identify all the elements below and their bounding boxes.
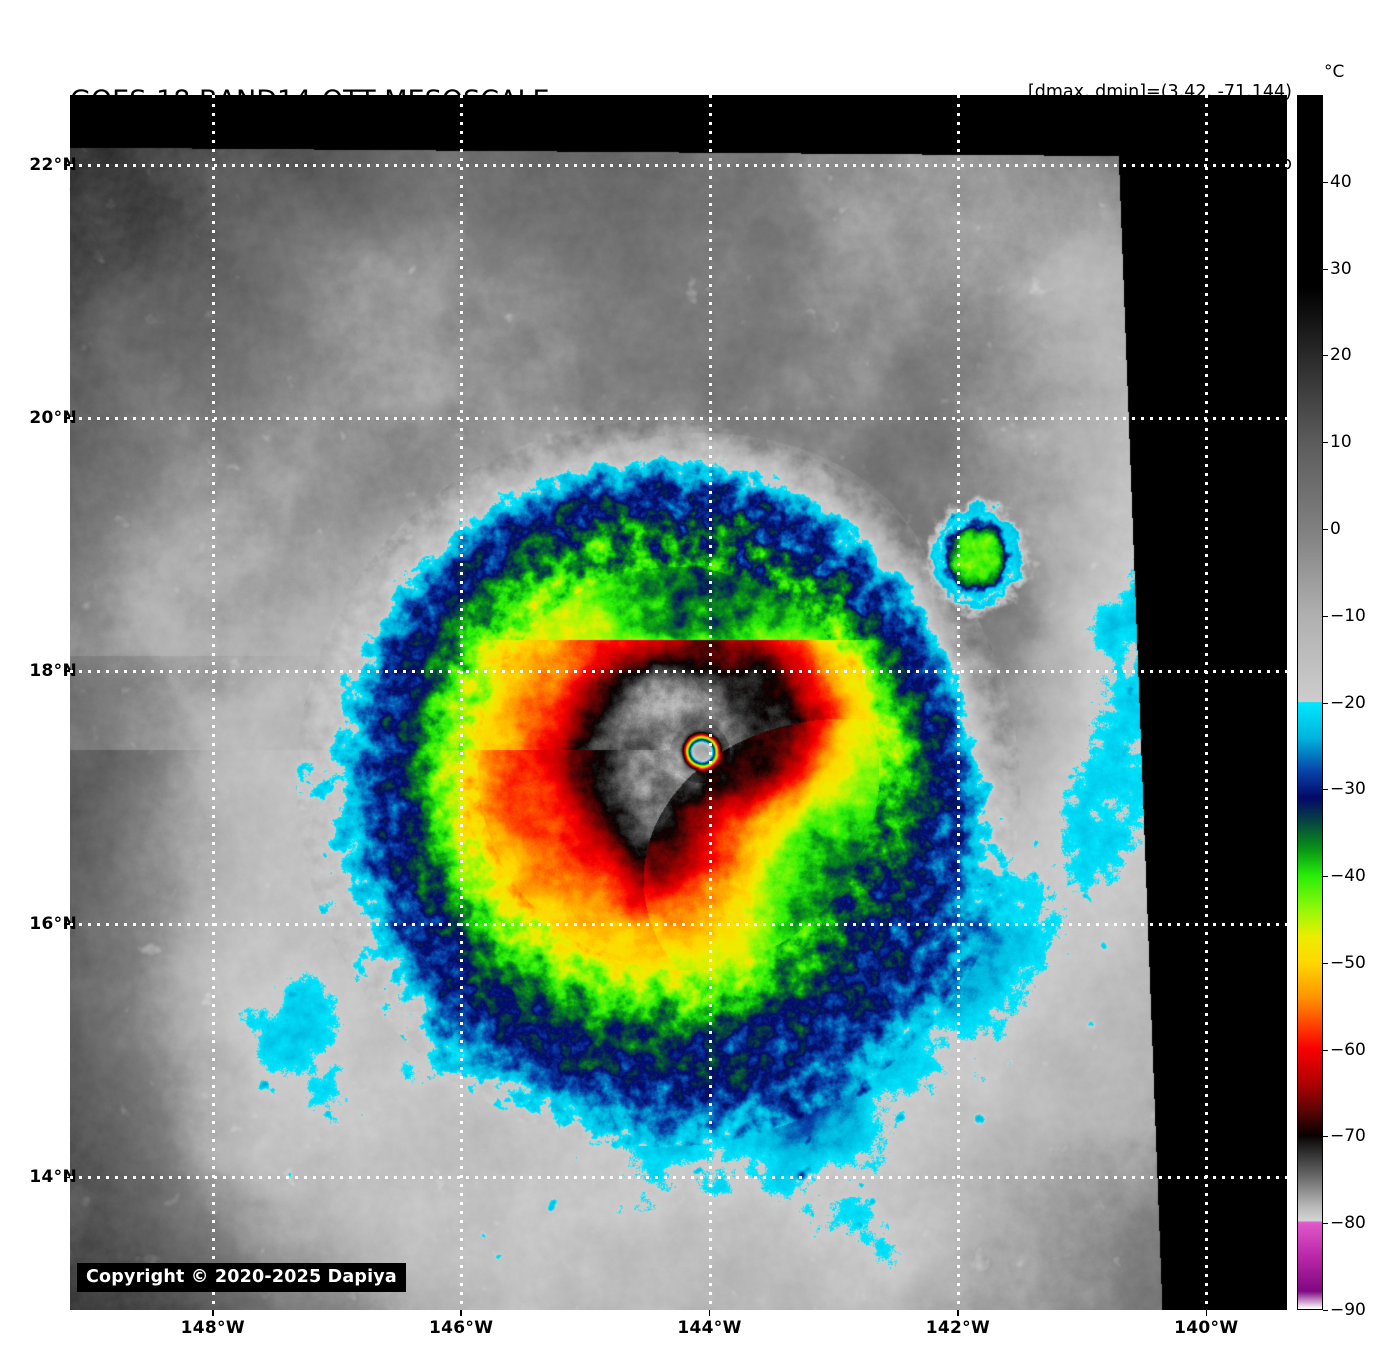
- colorbar-tick-label: 10: [1330, 432, 1352, 453]
- longitude-tick-label: 144°W: [677, 1318, 742, 1338]
- latitude-tick-label: 20°N: [29, 407, 77, 428]
- colorbar-tick-mark: [1323, 615, 1328, 617]
- colorbar-gradient: [1298, 96, 1322, 1309]
- colorbar-tick-mark: [1323, 1136, 1328, 1138]
- colorbar-tick-label: −80: [1330, 1213, 1366, 1234]
- colorbar-tick-label: −60: [1330, 1039, 1366, 1060]
- colorbar-tick-mark: [1323, 528, 1328, 530]
- colorbar-tick-mark: [1323, 442, 1328, 444]
- colorbar-tick-mark: [1323, 962, 1328, 964]
- satellite-image-plot: Copyright © 2020-2025 Dapiya: [70, 95, 1287, 1310]
- colorbar-tick-label: 40: [1330, 171, 1352, 192]
- colorbar-tick-label: −70: [1330, 1126, 1366, 1147]
- colorbar-tick-mark: [1323, 355, 1328, 357]
- colorbar-tick-label: 20: [1330, 345, 1352, 366]
- colorbar-tick-label: −10: [1330, 605, 1366, 626]
- longitude-tick-label: 140°W: [1174, 1318, 1239, 1338]
- longitude-tick-label: 142°W: [925, 1318, 991, 1338]
- longitude-tick-mark: [1205, 1310, 1208, 1316]
- longitude-tick-mark: [708, 1310, 711, 1316]
- colorbar-tick-label: −50: [1330, 952, 1366, 973]
- colorbar-tick-mark: [1323, 702, 1328, 704]
- latitude-tick-mark: [64, 923, 70, 925]
- longitude-tick-mark: [212, 1310, 214, 1316]
- colorbar-tick-label: −40: [1330, 866, 1366, 887]
- latitude-tick-mark: [64, 417, 70, 419]
- colorbar-tick-mark: [1323, 1310, 1328, 1311]
- colorbar-tick-mark: [1323, 1223, 1328, 1225]
- colorbar-tick-mark: [1323, 181, 1328, 183]
- colorbar: [1297, 95, 1323, 1310]
- latitude-tick-label: 18°N: [29, 660, 77, 681]
- colorbar-tick-mark: [1323, 789, 1328, 791]
- colorbar-tick-label: −20: [1330, 692, 1366, 713]
- latitude-tick-mark: [64, 1176, 70, 1179]
- colorbar-tick-label: −90: [1330, 1300, 1366, 1320]
- colorbar-tick-label: −30: [1330, 779, 1366, 800]
- latitude-tick-label: 22°N: [29, 154, 77, 175]
- colorbar-tick-label: 0: [1330, 518, 1341, 539]
- satellite-imagery-canvas: [70, 95, 1287, 1310]
- colorbar-tick-label: 30: [1330, 258, 1352, 279]
- colorbar-tick-mark: [1323, 268, 1328, 270]
- copyright-banner: Copyright © 2020-2025 Dapiya: [77, 1263, 406, 1292]
- longitude-tick-mark: [957, 1310, 959, 1316]
- colorbar-unit-label: °C: [1324, 62, 1345, 82]
- latitude-tick-label: 14°N: [29, 1167, 77, 1188]
- longitude-tick-label: 148°W: [180, 1318, 245, 1338]
- longitude-tick-label: 146°W: [429, 1318, 494, 1338]
- latitude-tick-label: 16°N: [29, 913, 77, 934]
- latitude-tick-mark: [64, 670, 70, 672]
- colorbar-tick-mark: [1323, 1049, 1328, 1051]
- colorbar-tick-mark: [1323, 876, 1328, 878]
- latitude-tick-mark: [64, 164, 70, 166]
- longitude-tick-mark: [460, 1310, 462, 1316]
